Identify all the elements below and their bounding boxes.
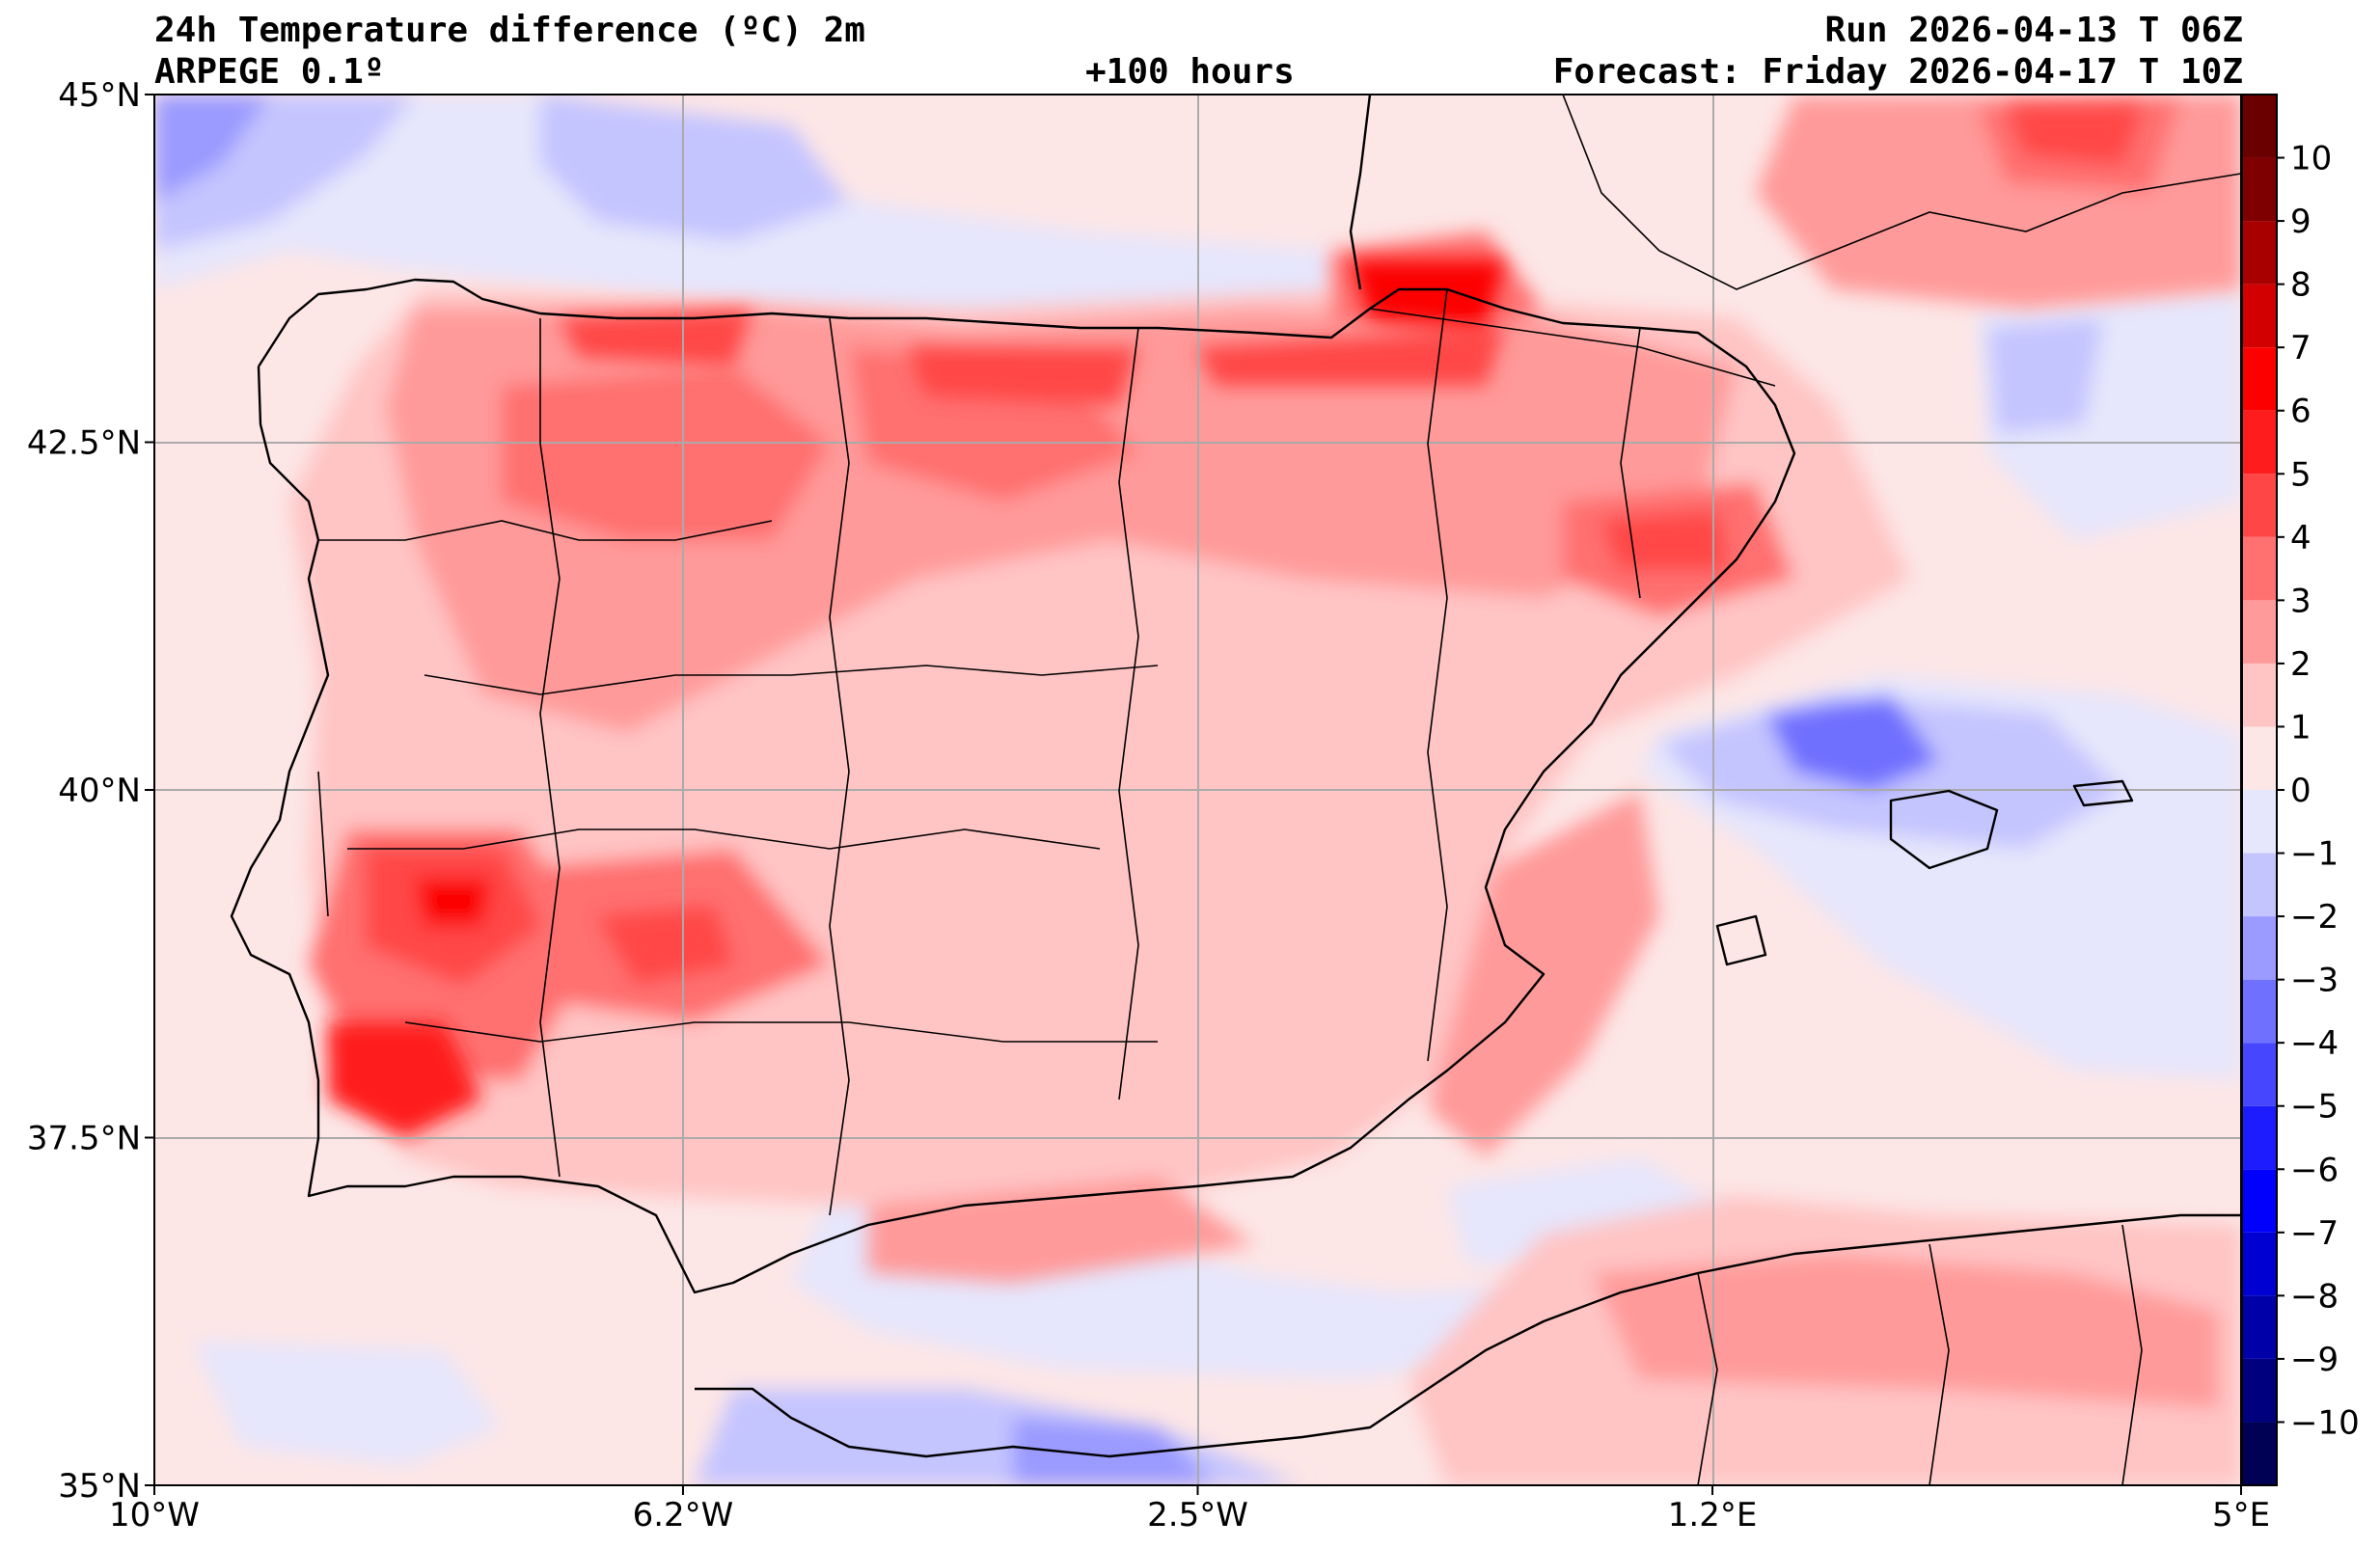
colorbar-swatch <box>2242 916 2277 980</box>
axis-labels: 45°N 42.5°N 40°N 37.5°N 35°N10°W 6.2°W 2.5°W 1.… <box>27 76 2270 1534</box>
strong-warming-field <box>328 106 2142 1138</box>
colorbar-swatch <box>2242 536 2277 601</box>
colorbar-swatch <box>2242 726 2277 790</box>
france-coast <box>1349 95 1372 290</box>
lon-tick-label: 10°W <box>109 1496 200 1534</box>
lon-tick-label: 2.5°W <box>1147 1496 1248 1534</box>
colorbar-tick-label: −9 <box>2290 1341 2339 1379</box>
lead-time-label: +100 hours <box>1085 52 1295 92</box>
colorbar-tick-label: 0 <box>2290 772 2312 810</box>
colorbar-tick-label: 4 <box>2290 519 2312 557</box>
iberia-coast <box>230 278 1796 1294</box>
regional-borders <box>317 95 2241 1485</box>
africa-coast <box>695 1213 2241 1458</box>
colorbar-swatch <box>2242 284 2277 348</box>
colorbar-tick-label: −3 <box>2290 962 2339 1000</box>
colorbar-swatch <box>2242 1043 2277 1106</box>
colorbar-tick-label: −5 <box>2290 1088 2339 1127</box>
colorbar-swatch <box>2242 347 2277 411</box>
colorbar-swatch <box>2242 221 2277 285</box>
lat-tick-label: 40°N <box>58 772 141 810</box>
warming-field <box>289 95 2241 1485</box>
colorbar-tick-label: 9 <box>2290 203 2312 241</box>
lon-tick-label: 5°E <box>2212 1496 2270 1534</box>
colorbar-tick-label: −1 <box>2290 835 2339 874</box>
menorca <box>2072 779 2134 807</box>
colorbar-tick-label: 10 <box>2290 140 2332 178</box>
colorbar-tick-label: −6 <box>2290 1151 2339 1189</box>
model-label: ARPEGE 0.1º <box>154 52 385 92</box>
colorbar-tick-label: −7 <box>2290 1214 2339 1253</box>
colorbar-swatch <box>2242 1169 2277 1233</box>
lon-tick-label: 6.2°W <box>633 1496 734 1534</box>
colorbar-swatch <box>2242 600 2277 664</box>
colorbar-swatch <box>2242 1358 2277 1423</box>
colorbar-tick-label: −4 <box>2290 1024 2339 1063</box>
colorbar-swatch <box>2242 853 2277 917</box>
colorbar-swatch <box>2242 1422 2277 1485</box>
mallorca <box>1889 789 1999 870</box>
colorbar-tick-label: 2 <box>2290 645 2312 684</box>
coastlines <box>230 95 2241 1458</box>
lat-tick-label: 35°N <box>58 1467 141 1506</box>
colorbar-swatch <box>2242 663 2277 727</box>
run-label: Run 2026-04-13 T 06Z <box>1824 11 2243 50</box>
colorbar-swatch <box>2242 157 2277 222</box>
ibiza <box>1715 914 1767 966</box>
colorbar-swatch <box>2242 410 2277 475</box>
colorbar-tick-label: −10 <box>2290 1403 2360 1442</box>
cooling-field <box>154 95 2241 1485</box>
lon-tick-label: 1.2°E <box>1668 1496 1758 1534</box>
colorbar-tick-label: −8 <box>2290 1277 2339 1316</box>
colorbar-tick-label: 6 <box>2290 393 2312 431</box>
lat-tick-label: 37.5°N <box>27 1120 141 1158</box>
colorbar-tick-label: 3 <box>2290 582 2312 620</box>
colorbar-tick-label: −2 <box>2290 898 2339 937</box>
lat-tick-label: 42.5°N <box>27 424 141 463</box>
colorbar-tick-label: 5 <box>2290 455 2312 494</box>
colorbar-tick-label: 1 <box>2290 708 2312 747</box>
lat-tick-label: 45°N <box>58 76 141 115</box>
colorbar-swatch <box>2242 1105 2277 1170</box>
graticule <box>154 95 2241 1485</box>
colorbar-tick-label: 8 <box>2290 266 2312 305</box>
colorbar-tick-label: 7 <box>2290 329 2312 367</box>
map-title: 24h Temperature difference (ºC) 2m <box>154 11 865 50</box>
colorbar-swatch <box>2242 95 2277 158</box>
forecast-label: Forecast: Friday 2026-04-17 T 10Z <box>1552 52 2243 92</box>
colorbar-swatch <box>2242 1295 2277 1359</box>
colorbar-swatch <box>2242 979 2277 1044</box>
colorbar-swatch <box>2242 474 2277 537</box>
colorbar-swatch <box>2242 790 2277 854</box>
colorbar-swatch <box>2242 1232 2277 1296</box>
